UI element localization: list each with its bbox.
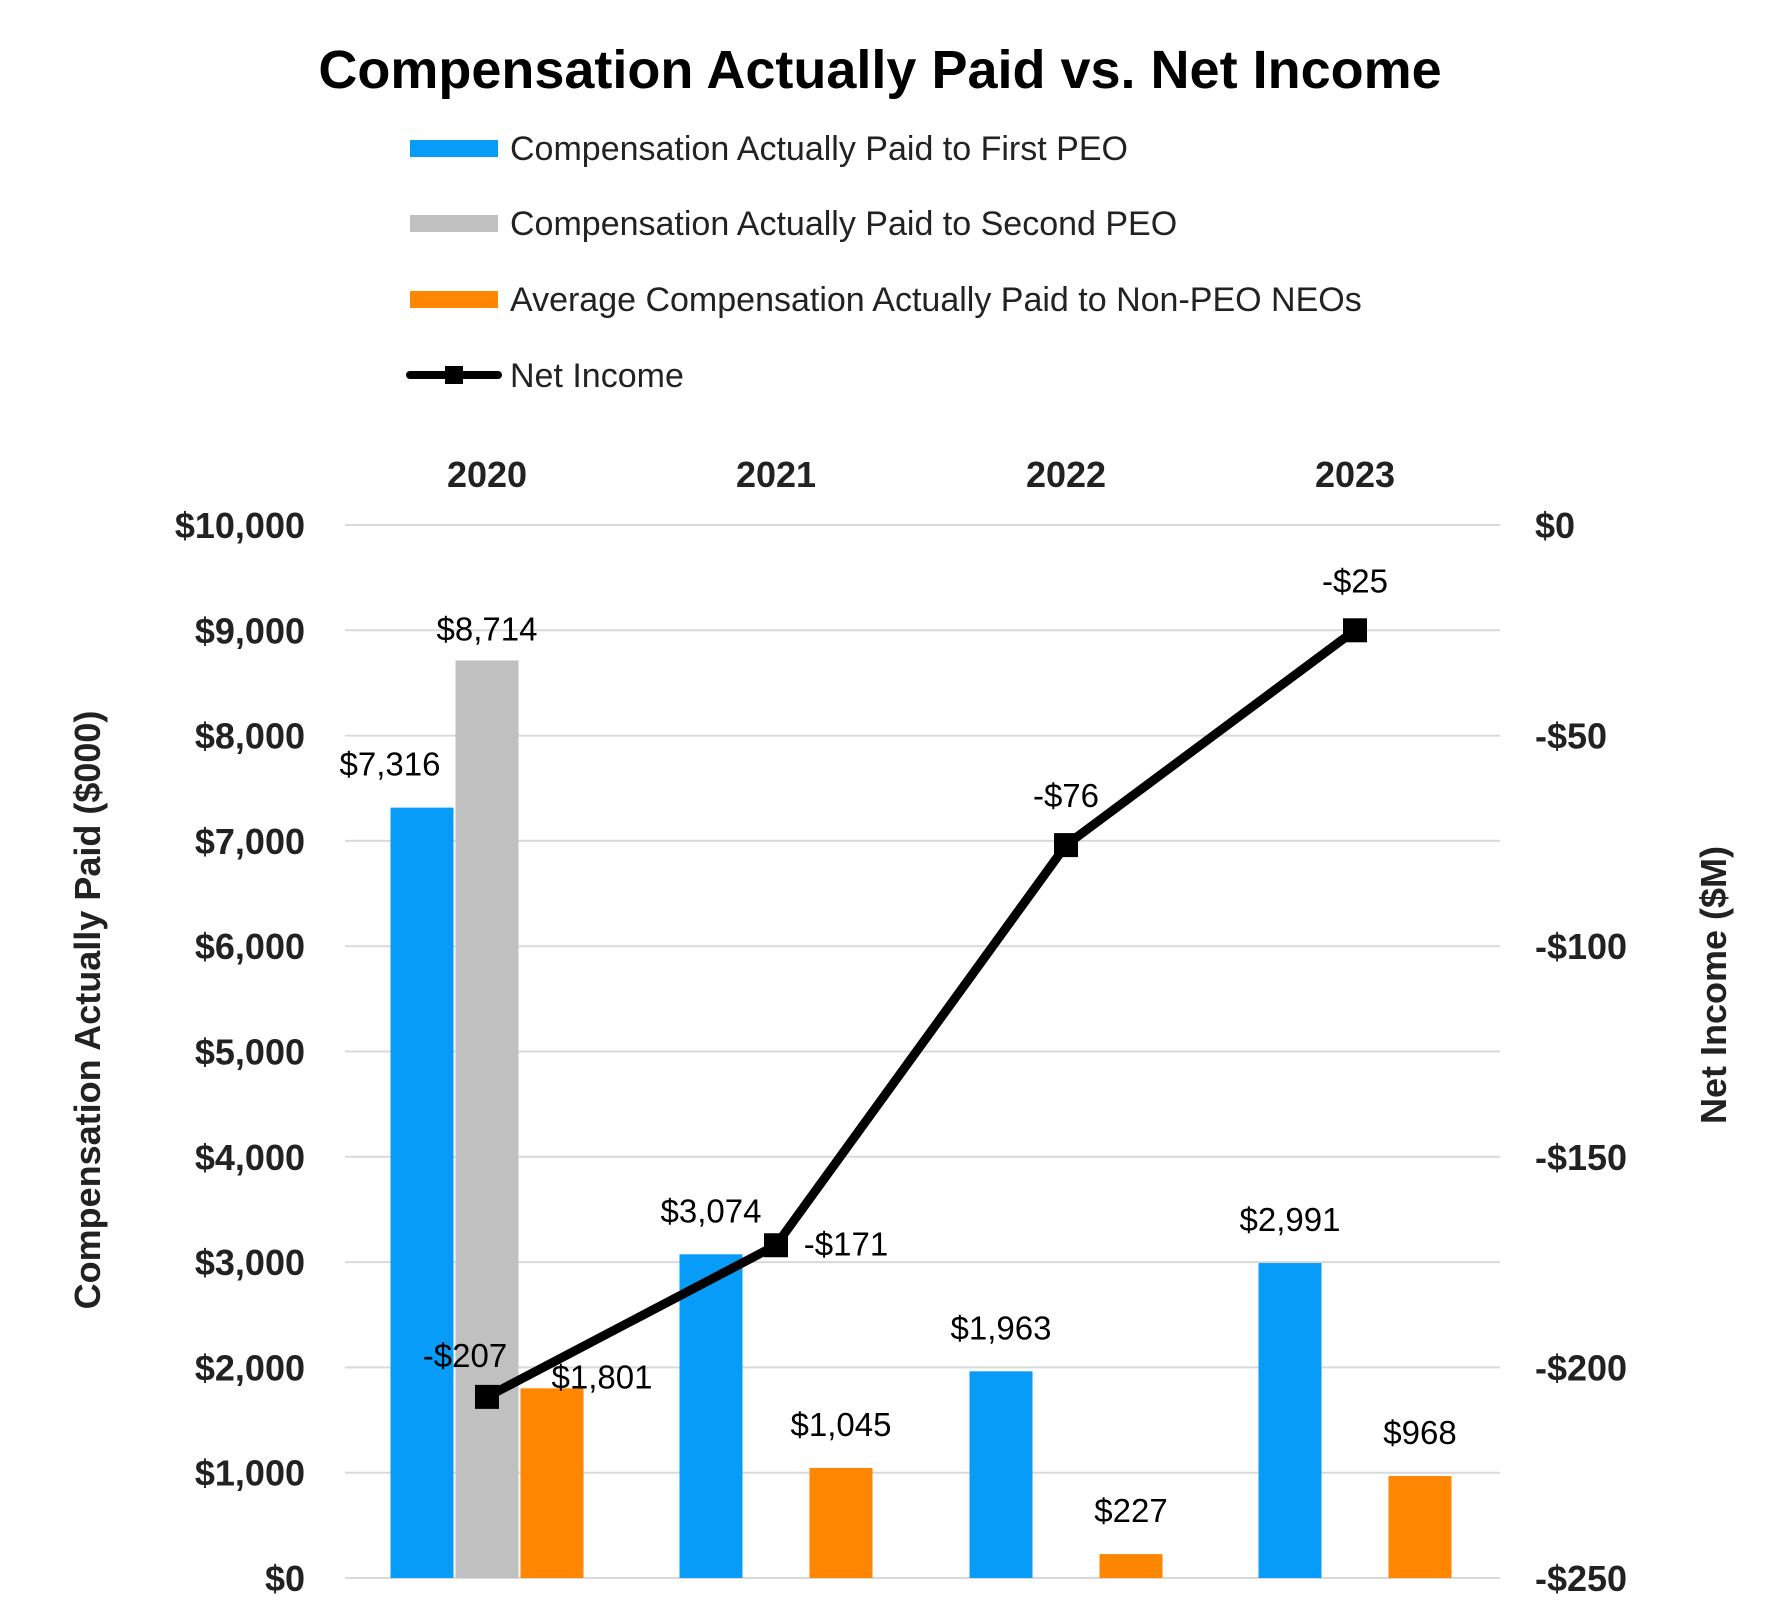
y2-tick-label: -$50: [1535, 716, 1607, 757]
bar-data-labels: $7,316 $3,074 $1,963 $2,991 $8,714 $1,801 $1,0…: [340, 610, 1457, 1529]
y2-tick-label: -$200: [1535, 1347, 1627, 1388]
y-axis-tick-labels: $0 $1,000 $2,000 $3,000 $4,000 $5,000 $6,000 $7…: [175, 505, 305, 1599]
net-income-line: [484, 626, 1358, 1401]
net-income-data-label: -$25: [1322, 562, 1388, 599]
legend-label-net-income: Net Income: [510, 357, 684, 395]
legend-swatch-first-peo: [410, 140, 498, 157]
bar-average-compensation-actually-paid-to-non-peo-neos-2022: [1099, 1554, 1163, 1578]
bar-compensation-actually-paid-to-first-peo-2021: [679, 1254, 743, 1578]
bars: [390, 660, 1452, 1578]
legend: Compensation Actually Paid to First PEO …: [406, 130, 1362, 395]
y-tick-label: $5,000: [195, 1032, 305, 1073]
y2-tick-label: -$250: [1535, 1558, 1627, 1599]
net-income-data-label: -$171: [804, 1225, 888, 1262]
y-tick-label: $6,000: [195, 926, 305, 967]
y2-tick-label: $0: [1535, 505, 1575, 546]
y-tick-label: $0: [265, 1558, 305, 1599]
y-tick-label: $3,000: [195, 1242, 305, 1283]
bar-average-compensation-actually-paid-to-non-peo-neos-2021: [809, 1467, 873, 1578]
category-label-2023: 2023: [1315, 454, 1395, 495]
bar-data-label: $227: [1094, 1492, 1167, 1529]
bar-data-label: $7,316: [340, 746, 441, 783]
y2-tick-label: -$150: [1535, 1137, 1627, 1178]
bar-data-label: $3,074: [661, 1192, 762, 1229]
y-tick-label: $9,000: [195, 610, 305, 651]
y-tick-label: $8,000: [195, 716, 305, 757]
legend-label-first-peo: Compensation Actually Paid to First PEO: [510, 130, 1128, 168]
y-tick-label: $4,000: [195, 1137, 305, 1178]
legend-swatch-non-peo-neos: [410, 291, 498, 308]
y2-axis-tick-labels: $0 -$50 -$100 -$150 -$200 -$250: [1535, 505, 1627, 1599]
y2-tick-label: -$100: [1535, 926, 1627, 967]
bar-data-label: $1,801: [552, 1358, 653, 1395]
legend-swatch-second-peo: [410, 215, 498, 232]
bar-average-compensation-actually-paid-to-non-peo-neos-2020: [520, 1388, 584, 1578]
y2-axis-title: Net Income ($M): [1693, 846, 1734, 1124]
net-income-line-layer: -$207 -$171 -$76 -$25: [423, 562, 1388, 1409]
chart-title: Compensation Actually Paid vs. Net Incom…: [318, 40, 1441, 100]
y-tick-label: $10,000: [175, 505, 305, 546]
net-income-marker-2022: [1054, 833, 1078, 858]
legend-label-non-peo-neos: Average Compensation Actually Paid to No…: [510, 281, 1362, 319]
net-income-marker-2020: [475, 1384, 499, 1409]
y-tick-label: $1,000: [195, 1453, 305, 1494]
net-income-data-label: -$207: [423, 1337, 507, 1374]
bar-data-label: $1,963: [951, 1309, 1052, 1346]
bar-data-label: $8,714: [437, 610, 538, 647]
legend-label-second-peo: Compensation Actually Paid to Second PEO: [510, 205, 1177, 243]
bar-data-label: $2,991: [1240, 1201, 1341, 1238]
bar-data-label: $968: [1383, 1414, 1456, 1451]
y-tick-label: $7,000: [195, 821, 305, 862]
bar-compensation-actually-paid-to-first-peo-2022: [969, 1371, 1033, 1578]
legend-marker-net-income: [445, 366, 463, 384]
bar-compensation-actually-paid-to-second-peo-2020: [455, 660, 519, 1578]
category-labels: 2020 2021 2022 2023: [447, 454, 1395, 495]
bar-compensation-actually-paid-to-first-peo-2023: [1258, 1263, 1322, 1578]
net-income-marker-2023: [1343, 618, 1367, 643]
bar-compensation-actually-paid-to-first-peo-2020: [390, 807, 454, 1578]
category-label-2022: 2022: [1026, 454, 1106, 495]
net-income-data-label: -$76: [1033, 777, 1099, 814]
category-label-2020: 2020: [447, 454, 527, 495]
net-income-marker-2021: [764, 1233, 788, 1258]
category-label-2021: 2021: [736, 454, 816, 495]
bar-average-compensation-actually-paid-to-non-peo-neos-2023: [1388, 1476, 1452, 1578]
y-axis-title: Compensation Actually Paid ($000): [67, 711, 108, 1310]
bar-data-label: $1,045: [791, 1406, 892, 1443]
y-tick-label: $2,000: [195, 1347, 305, 1388]
